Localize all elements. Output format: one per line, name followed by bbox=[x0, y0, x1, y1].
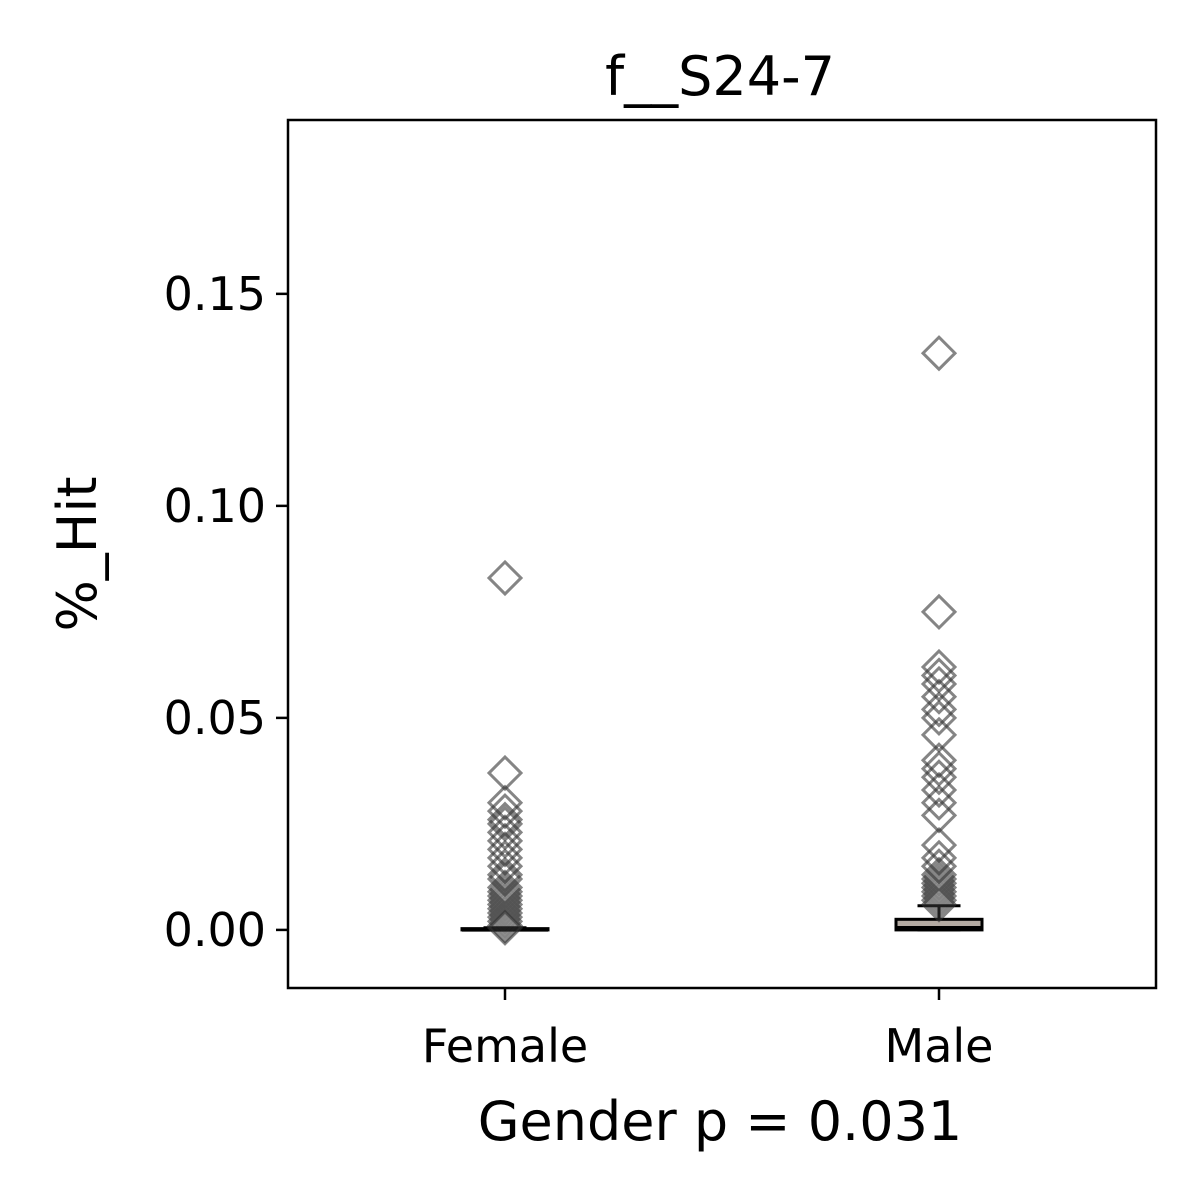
point bbox=[486, 801, 524, 838]
point bbox=[920, 860, 958, 898]
y-tick-label: 0.05 bbox=[164, 691, 266, 745]
point bbox=[486, 559, 524, 597]
point bbox=[920, 691, 958, 728]
point bbox=[920, 856, 958, 893]
plot-frame bbox=[286, 118, 1158, 990]
y-tick-label: 0.00 bbox=[164, 903, 266, 957]
point bbox=[920, 797, 958, 834]
point bbox=[486, 886, 524, 923]
y-tick-label: 0.15 bbox=[164, 267, 266, 321]
point bbox=[920, 771, 958, 809]
point bbox=[920, 335, 958, 372]
point bbox=[486, 784, 524, 821]
y-axis-label: %_Hit bbox=[46, 476, 109, 631]
point bbox=[920, 869, 958, 906]
x-tick-label: Male bbox=[885, 1019, 994, 1073]
point bbox=[920, 882, 958, 919]
point bbox=[486, 890, 524, 927]
point bbox=[920, 742, 958, 779]
point bbox=[486, 903, 524, 940]
x-axis-label: Gender p = 0.031 bbox=[478, 1090, 963, 1153]
point bbox=[486, 882, 524, 919]
point bbox=[920, 759, 958, 796]
point bbox=[920, 784, 958, 821]
point bbox=[920, 678, 958, 715]
point bbox=[486, 754, 524, 792]
point bbox=[920, 699, 958, 737]
point bbox=[920, 886, 958, 923]
point bbox=[486, 899, 524, 936]
x-tick-label: Female bbox=[422, 1019, 588, 1073]
point bbox=[920, 877, 958, 915]
chart-title: f__S24-7 bbox=[605, 45, 835, 108]
point bbox=[486, 831, 524, 868]
point bbox=[920, 648, 958, 686]
point bbox=[486, 793, 524, 830]
point bbox=[920, 593, 958, 631]
point bbox=[920, 826, 958, 864]
point bbox=[920, 873, 958, 910]
point bbox=[486, 894, 524, 932]
point bbox=[920, 865, 958, 902]
point bbox=[486, 909, 524, 946]
y-tick-label: 0.10 bbox=[164, 479, 266, 533]
